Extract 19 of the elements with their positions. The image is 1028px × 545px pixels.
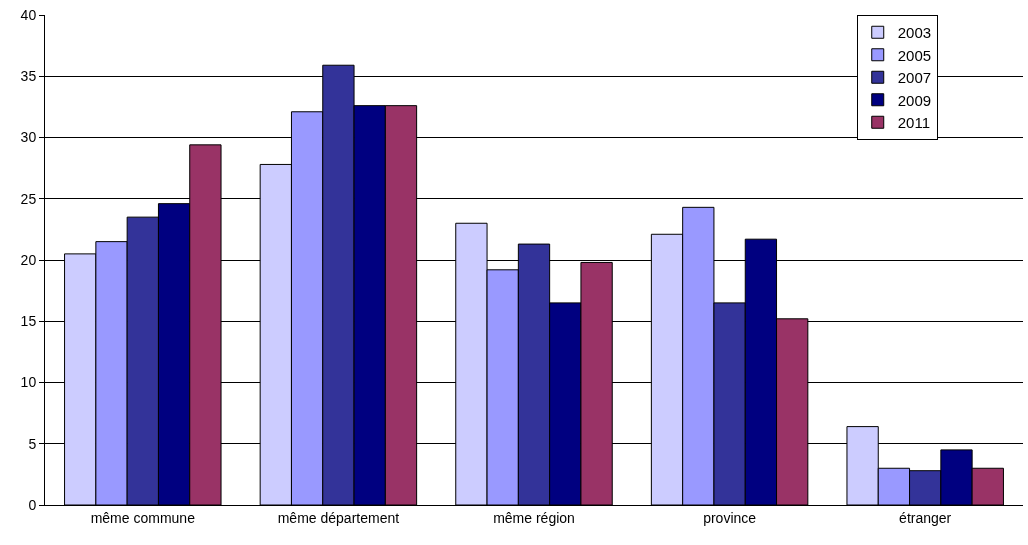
x-tick-label: province: [703, 509, 757, 526]
legend-label: 2009: [897, 91, 932, 109]
x-tick-label: même région: [493, 509, 575, 526]
legend-label: 2007: [897, 69, 932, 87]
legend-label: 2005: [897, 46, 932, 64]
y-tick-label: 30: [20, 129, 37, 146]
y-tick-label: 35: [20, 68, 37, 85]
legend-label: 2003: [897, 24, 932, 42]
x-tick-label: même département: [277, 509, 400, 526]
x-tick-label: étranger: [899, 509, 952, 526]
y-tick-label: 25: [20, 190, 37, 207]
legend-label: 2011: [897, 114, 931, 132]
y-tick-label: 20: [20, 251, 37, 268]
y-tick-label: 0: [28, 496, 37, 513]
y-tick-label: 40: [20, 6, 37, 23]
y-tick-label: 10: [20, 374, 37, 391]
y-tick-label: 15: [20, 313, 37, 330]
x-tick-label: même commune: [90, 509, 196, 526]
y-tick-label: 5: [28, 435, 37, 452]
